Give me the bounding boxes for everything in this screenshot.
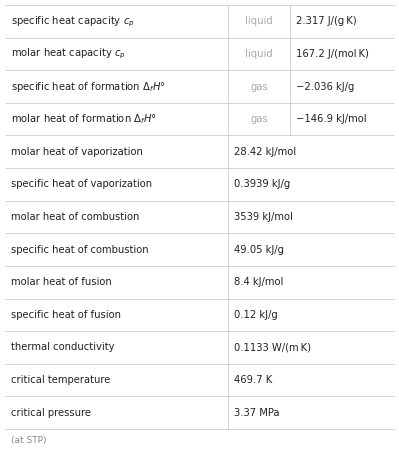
Text: 469.7 K: 469.7 K: [234, 375, 273, 385]
Text: molar heat of vaporization: molar heat of vaporization: [11, 147, 143, 157]
Text: 3539 kJ/mol: 3539 kJ/mol: [234, 212, 293, 222]
Text: 49.05 kJ/g: 49.05 kJ/g: [234, 245, 284, 255]
Text: specific heat of formation $\Delta_f H°$: specific heat of formation $\Delta_f H°$: [11, 80, 166, 93]
Text: 2.317 J/(g K): 2.317 J/(g K): [296, 16, 357, 26]
Text: molar heat of formation $\Delta_f H°$: molar heat of formation $\Delta_f H°$: [11, 112, 157, 126]
Text: critical pressure: critical pressure: [11, 408, 91, 418]
Text: 0.1133 W/(m K): 0.1133 W/(m K): [234, 342, 311, 352]
Text: specific heat of fusion: specific heat of fusion: [11, 310, 121, 320]
Text: molar heat of fusion: molar heat of fusion: [11, 277, 112, 287]
Text: critical temperature: critical temperature: [11, 375, 111, 385]
Text: −2.036 kJ/g: −2.036 kJ/g: [296, 82, 354, 92]
Text: specific heat capacity $c_p$: specific heat capacity $c_p$: [11, 14, 135, 29]
Text: specific heat of vaporization: specific heat of vaporization: [11, 179, 152, 189]
Text: molar heat of combustion: molar heat of combustion: [11, 212, 139, 222]
Text: gas: gas: [250, 82, 268, 92]
Text: 3.37 MPa: 3.37 MPa: [234, 408, 280, 418]
Text: thermal conductivity: thermal conductivity: [11, 342, 115, 352]
Text: (at STP): (at STP): [11, 435, 47, 444]
Text: specific heat of combustion: specific heat of combustion: [11, 245, 148, 255]
Text: 167.2 J/(mol K): 167.2 J/(mol K): [296, 49, 369, 59]
Text: gas: gas: [250, 114, 268, 124]
Text: −146.9 kJ/mol: −146.9 kJ/mol: [296, 114, 367, 124]
Text: 8.4 kJ/mol: 8.4 kJ/mol: [234, 277, 284, 287]
Text: liquid: liquid: [245, 16, 273, 26]
Text: 0.12 kJ/g: 0.12 kJ/g: [234, 310, 278, 320]
Text: 0.3939 kJ/g: 0.3939 kJ/g: [234, 179, 290, 189]
Text: molar heat capacity $c_p$: molar heat capacity $c_p$: [11, 47, 126, 61]
Text: 28.42 kJ/mol: 28.42 kJ/mol: [234, 147, 296, 157]
Text: liquid: liquid: [245, 49, 273, 59]
